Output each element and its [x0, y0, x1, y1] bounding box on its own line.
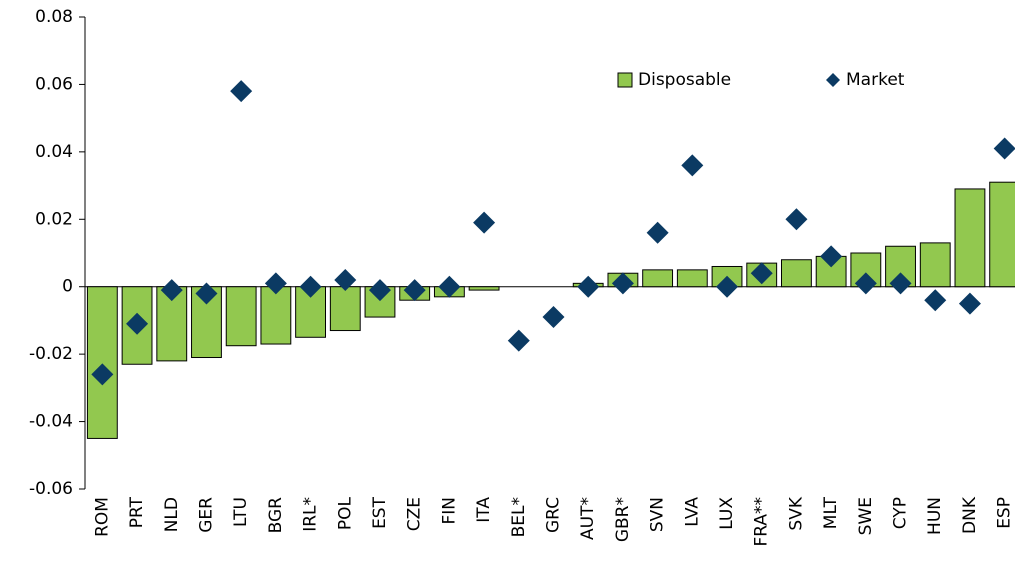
bar: [781, 259, 812, 288]
x-tick-label: FIN: [439, 497, 459, 525]
marker: [785, 208, 808, 231]
x-tick-label: SVK: [786, 496, 806, 530]
marker: [577, 275, 600, 298]
marker: [160, 279, 183, 302]
marker: [889, 272, 912, 295]
x-tick-label: HUN: [925, 497, 945, 535]
marker: [924, 289, 947, 312]
x-tick-label: ITA: [474, 497, 494, 523]
y-tick-label: -0.06: [29, 479, 73, 499]
bar: [86, 286, 118, 439]
x-tick-label: GER: [196, 497, 216, 533]
marker: [958, 292, 981, 315]
marker: [230, 80, 253, 103]
marker: [542, 306, 565, 329]
x-tick-label: CZE: [405, 497, 425, 531]
x-tick-label: LUX: [717, 497, 737, 530]
bar: [676, 269, 708, 288]
y-tick-label: -0.04: [29, 412, 73, 432]
marker: [264, 272, 287, 295]
legend-label: Disposable: [638, 70, 731, 90]
x-tick-label: NLD: [162, 497, 182, 532]
x-tick-label: IRL*: [301, 497, 321, 532]
y-tick-label: 0.06: [35, 74, 73, 94]
legend-label: Market: [846, 70, 905, 90]
x-tick-label: FRA**: [752, 497, 772, 547]
marker: [126, 312, 149, 335]
marker: [473, 211, 496, 234]
x-tick-label: PRT: [127, 496, 147, 528]
y-tick-label: 0: [62, 277, 73, 297]
x-tick-label: BGR: [266, 497, 286, 534]
marker: [681, 154, 704, 177]
x-tick-label: SWE: [856, 497, 876, 535]
marker: [91, 363, 114, 386]
marker: [403, 279, 426, 302]
marker: [750, 262, 773, 285]
bar: [919, 242, 951, 288]
x-tick-label: AUT*: [578, 497, 598, 540]
x-tick-label: LTU: [231, 497, 251, 527]
marker: [507, 329, 530, 352]
bar: [468, 286, 500, 291]
x-tick-label: POL: [335, 496, 355, 530]
marker: [854, 272, 877, 295]
y-tick-label: 0.08: [35, 7, 73, 27]
bar: [642, 269, 674, 288]
x-tick-label: ROM: [92, 497, 112, 537]
y-tick-label: -0.02: [29, 344, 73, 364]
y-tick-label: 0.02: [35, 209, 73, 229]
marker: [993, 137, 1015, 160]
x-tick-label: EST: [370, 496, 390, 529]
x-tick-label: LVA: [682, 497, 702, 527]
x-tick-label: ESP: [995, 497, 1015, 529]
marker: [820, 245, 843, 268]
x-tick-label: GBR*: [613, 497, 633, 542]
x-tick-label: GRC: [544, 497, 564, 533]
marker: [611, 272, 634, 295]
x-tick-label: DNK: [960, 496, 980, 534]
marker: [438, 275, 461, 298]
bar: [260, 286, 292, 345]
x-tick-label: CYP: [891, 497, 911, 529]
marker: [299, 275, 322, 298]
x-tick-label: BEL*: [509, 497, 529, 537]
legend-swatch: [826, 73, 840, 87]
bar: [329, 286, 361, 332]
marker: [195, 282, 218, 305]
bar: [191, 286, 222, 359]
marker: [368, 279, 391, 302]
marker: [334, 268, 357, 291]
marker: [716, 275, 739, 298]
bar: [225, 286, 257, 347]
marker: [646, 221, 669, 244]
legend-swatch: [617, 72, 633, 88]
x-tick-label: MLT: [821, 496, 841, 529]
x-tick-label: SVN: [648, 497, 668, 532]
bar: [989, 181, 1015, 288]
bar: [954, 188, 986, 288]
y-tick-label: 0.04: [35, 142, 73, 162]
